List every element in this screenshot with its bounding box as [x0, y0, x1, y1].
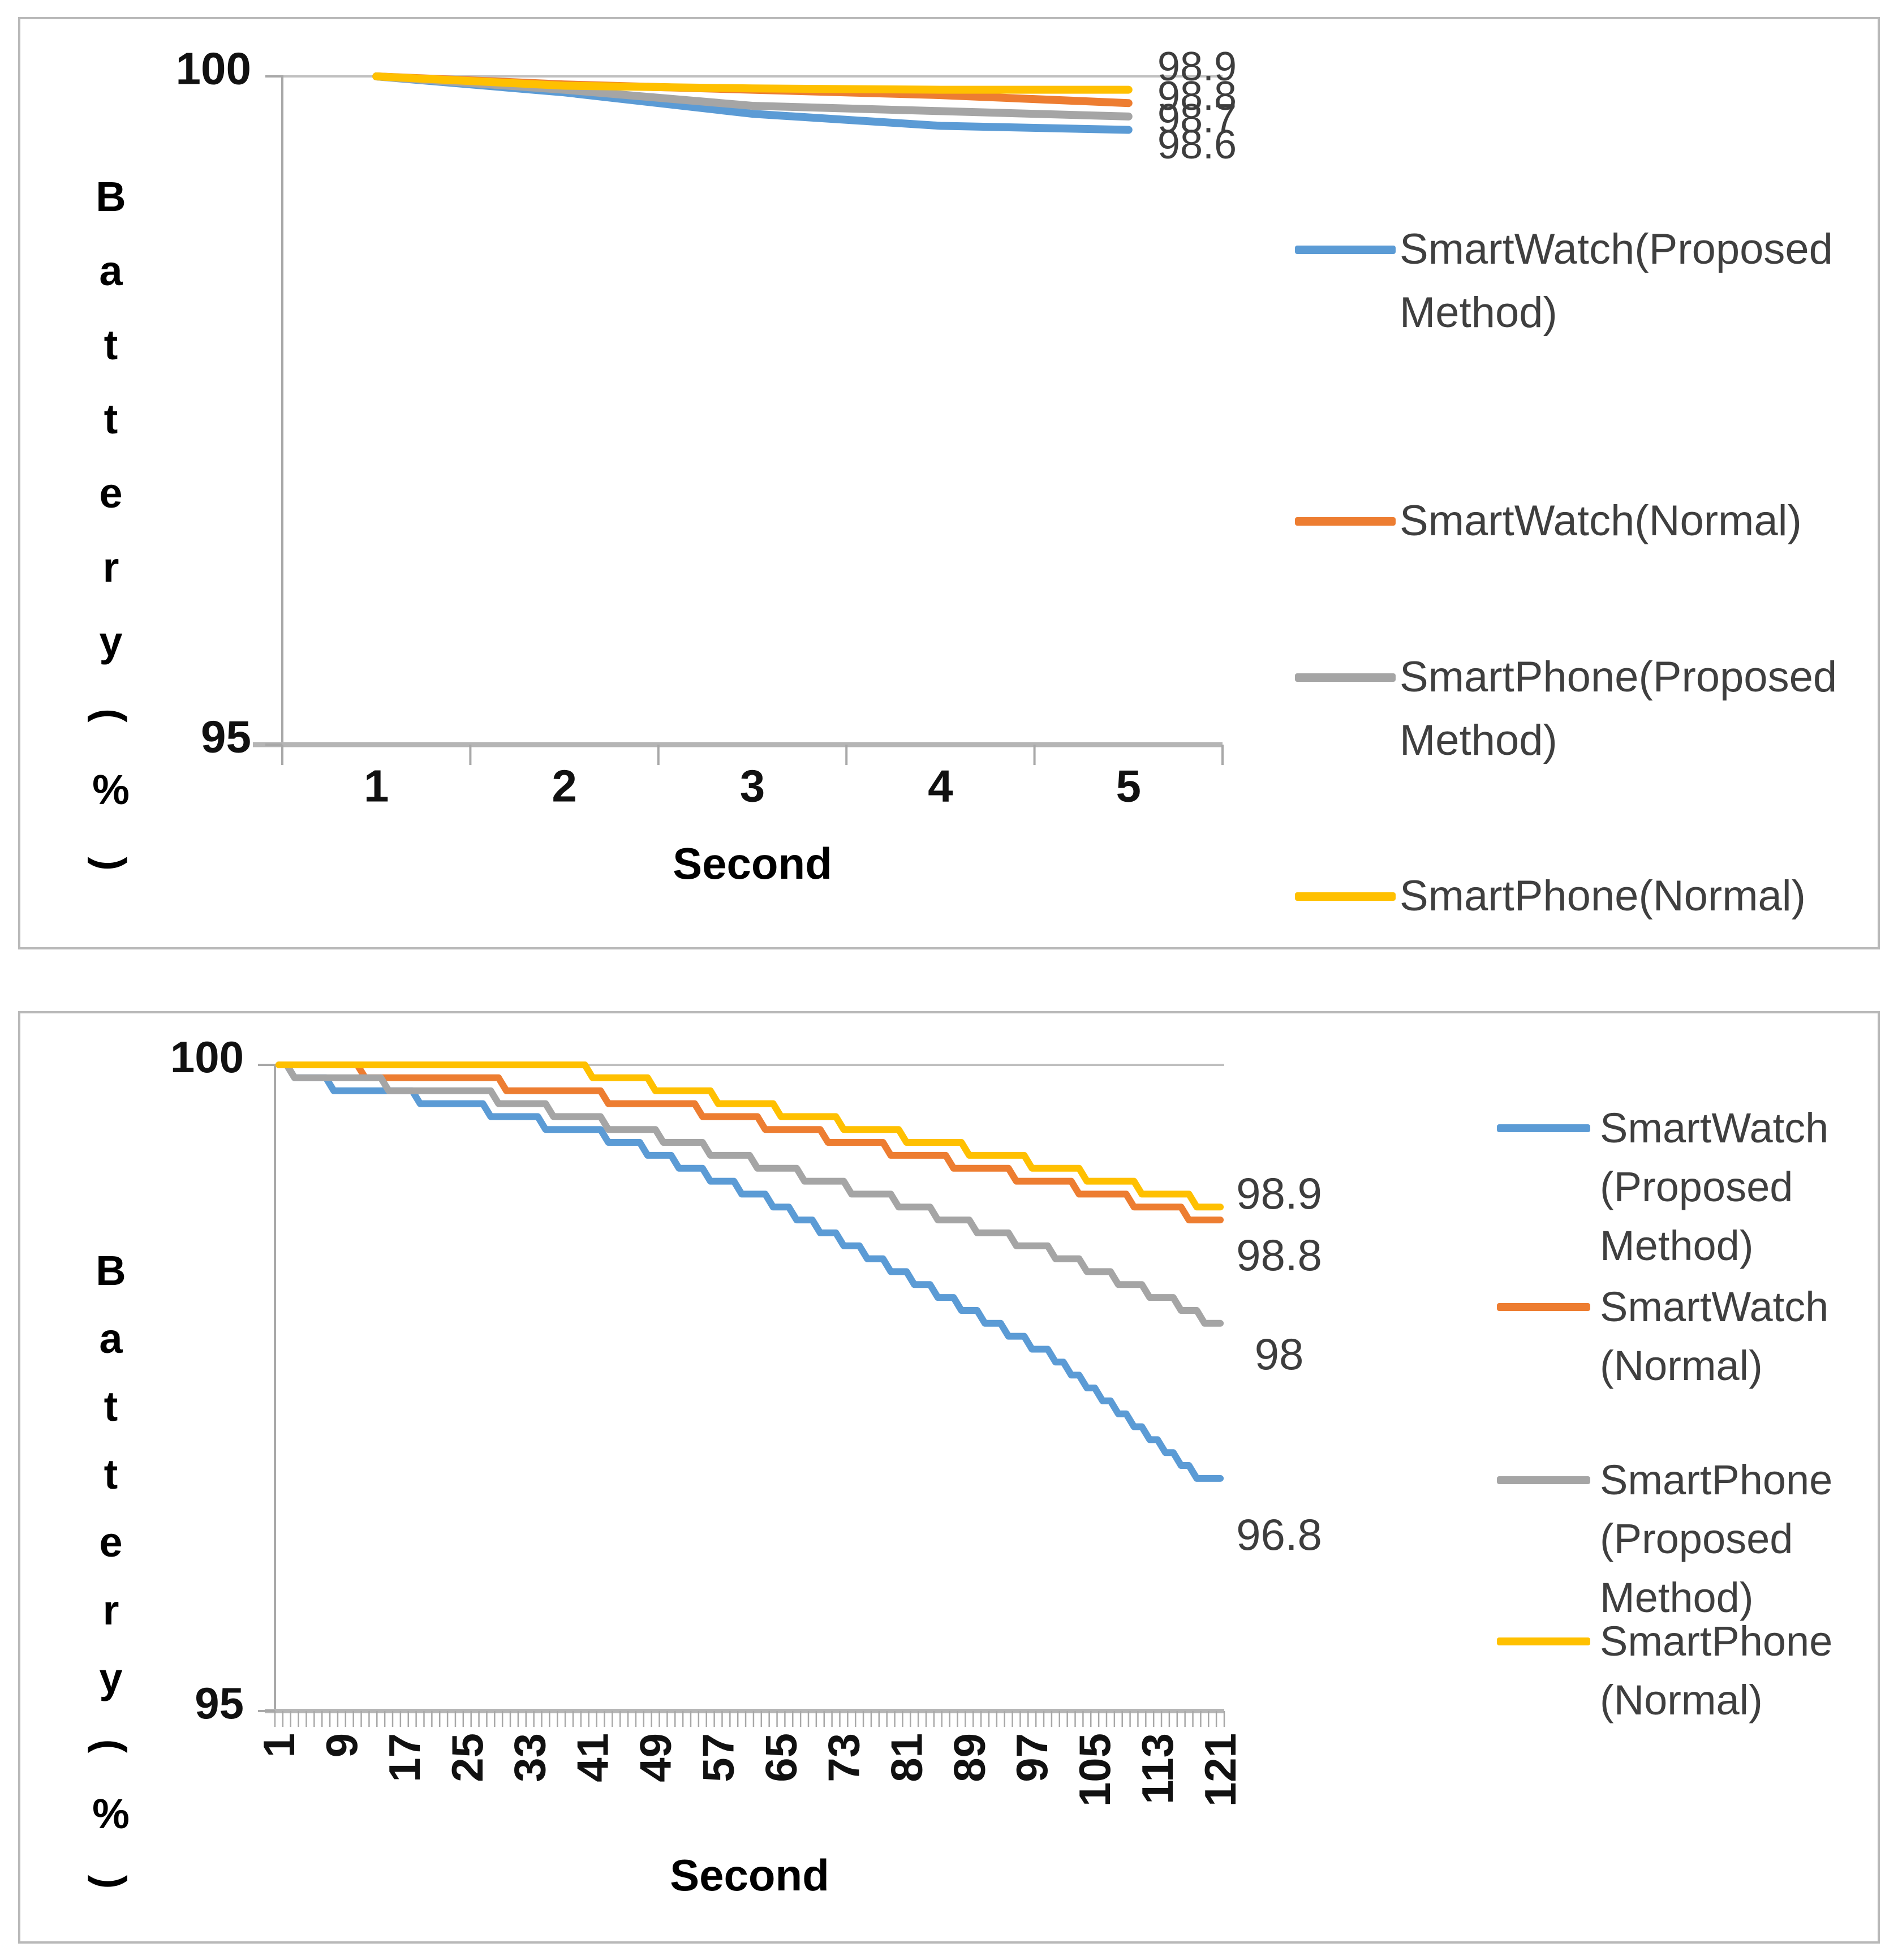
x-tick-label: 25 [442, 1733, 492, 1782]
x-tick-label: 65 [756, 1733, 806, 1782]
legend-label: (Proposed [1600, 1515, 1793, 1562]
y-tick-label: 100 [170, 1032, 244, 1082]
legend-label: (Normal) [1600, 1342, 1763, 1389]
y-axis-title-char: a [99, 1315, 123, 1362]
legend-label: SmartWatch(Proposed [1400, 225, 1833, 273]
legend-label: SmartWatch [1600, 1283, 1829, 1330]
y-axis-title-char: t [104, 321, 118, 368]
y-axis-title-char: t [104, 396, 118, 442]
x-tick-label: 105 [1070, 1733, 1120, 1807]
series-line [275, 1061, 1224, 1482]
legend-swatch [1497, 1303, 1590, 1311]
legend-swatch [1295, 673, 1396, 682]
data-label: 98.9 [1157, 44, 1237, 89]
y-tick-label: 100 [176, 44, 251, 94]
y-axis-title-char: e [99, 470, 123, 517]
y-axis-title-char: a [99, 247, 123, 294]
x-tick-label: 3 [740, 761, 765, 811]
x-tick-label: 1 [364, 761, 389, 811]
legend-label: Method) [1400, 289, 1557, 337]
y-axis-title-char: t [104, 1451, 118, 1498]
data-label: 98 [1255, 1329, 1304, 1379]
x-axis-title: Second [670, 1850, 829, 1900]
x-tick-label: 81 [881, 1733, 931, 1782]
legend-entry: SmartWatch (Proposed Method) [1600, 1099, 1828, 1275]
legend-swatch [1497, 1637, 1590, 1645]
y-axis-title-char: y [99, 618, 123, 665]
legend-swatch [1295, 892, 1396, 901]
legend-swatch [1295, 245, 1396, 254]
x-tick-label: 49 [631, 1733, 681, 1782]
legend-label: SmartPhone [1600, 1618, 1833, 1665]
legend-entry: SmartPhone(Proposed Method) [1400, 646, 1837, 772]
legend: SmartWatch (Proposed Method) SmartWatch (Nor… [20, 1013, 1878, 1941]
legend-label: SmartPhone(Normal) [1400, 872, 1806, 920]
y-axis-title-char: y [99, 1654, 123, 1701]
x-tick-label: 4 [928, 761, 953, 811]
x-tick-label: 5 [1116, 761, 1142, 811]
legend-label: Method) [1600, 1574, 1754, 1621]
y-axis-title-char: % [92, 766, 130, 813]
legend-swatch [1497, 1476, 1590, 1484]
y-axis-title-char: B [96, 1247, 126, 1294]
x-tick-label: 89 [944, 1733, 994, 1782]
y-axis-title-char: e [99, 1519, 123, 1566]
y-axis-title-char: r [102, 1587, 119, 1634]
legend-label: SmartPhone(Proposed [1400, 653, 1837, 701]
legend-label: SmartWatch(Normal) [1400, 497, 1802, 545]
x-tick-label: 121 [1195, 1733, 1245, 1807]
series-line [275, 1061, 1224, 1327]
x-tick-label: 113 [1133, 1733, 1182, 1804]
data-label: 98.7 [1157, 96, 1237, 141]
data-label: 96.8 [1236, 1510, 1322, 1559]
legend-label: SmartWatch [1600, 1104, 1829, 1151]
y-axis-title-char: r [102, 544, 119, 591]
legend-label: SmartPhone [1600, 1456, 1833, 1503]
x-tick-label: 41 [568, 1733, 618, 1782]
y-tick-label: 95 [201, 712, 251, 762]
chart-plot-top: 100 95 1 2 3 4 5 98.698.898.7 98.9 [176, 44, 1237, 811]
data-label: 98.6 [1157, 122, 1237, 167]
legend: SmartWatch(Proposed Method) SmartWatch(Nor… [20, 19, 1878, 947]
x-tick-label: 1 [254, 1733, 304, 1757]
legend-label: (Proposed [1600, 1163, 1793, 1210]
y-axis-title-char: t [104, 1383, 118, 1430]
legend-label: Method) [1600, 1222, 1754, 1269]
y-axis-title-char: % [92, 1790, 130, 1837]
series-line [275, 1061, 1224, 1211]
x-tick-label: 73 [819, 1733, 868, 1782]
x-tick-label: 57 [694, 1733, 743, 1782]
data-label: 98.8 [1236, 1230, 1322, 1280]
x-tick-label: 17 [380, 1733, 429, 1782]
x-tick-label: 9 [317, 1733, 367, 1757]
series-line [372, 72, 1133, 94]
legend-label: (Normal) [1600, 1677, 1763, 1723]
legend-entry: SmartWatch(Proposed Method) [1400, 218, 1833, 345]
series-line [275, 1061, 1224, 1224]
x-tick-label: 97 [1007, 1733, 1057, 1782]
y-tick-label: 95 [195, 1678, 244, 1728]
x-axis-title: Second [673, 839, 832, 888]
legend-swatch [1295, 517, 1396, 526]
y-axis-title-char: B [96, 173, 126, 220]
legend-entry: SmartWatch(Normal) [1400, 489, 1802, 553]
legend-entry: SmartPhone(Normal) [1400, 865, 1806, 928]
x-tick-label: 2 [552, 761, 577, 811]
legend-entry: SmartPhone (Proposed Method) [1600, 1451, 1832, 1627]
data-label: 98.8 [1157, 74, 1237, 119]
legend-entry: SmartWatch (Normal) [1600, 1278, 1828, 1395]
data-label: 98.9 [1236, 1168, 1322, 1218]
chart-plot-bottom: 100 95 1 9 17 25 33 41 49 57 65 73 81 89 97 105 113 121 96… [170, 1032, 1322, 1807]
x-tick-label: 33 [505, 1733, 555, 1782]
legend-label: Method) [1400, 716, 1557, 764]
legend-swatch [1497, 1124, 1590, 1132]
legend-entry: SmartPhone (Normal) [1600, 1612, 1832, 1730]
